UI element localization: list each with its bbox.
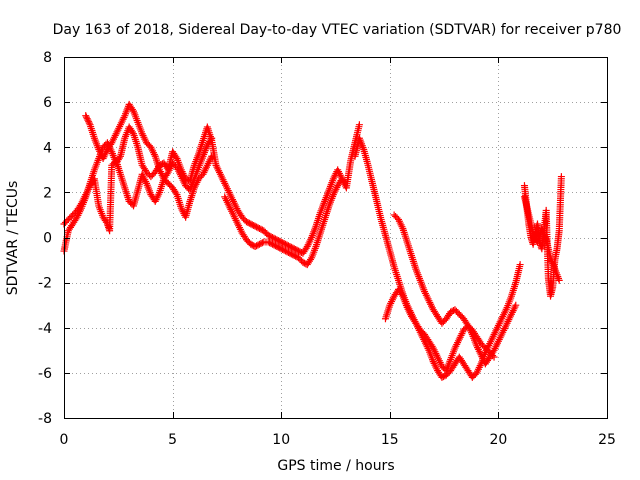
x-tick-label: 5	[168, 432, 177, 448]
y-tick-label: 2	[43, 185, 52, 201]
data-point-fill	[172, 153, 180, 161]
data-point	[82, 112, 90, 120]
data-point-fill	[307, 255, 315, 263]
x-tick-label: 20	[489, 432, 507, 448]
data-point	[555, 276, 563, 284]
x-tick-label: 15	[381, 432, 399, 448]
data-layer	[60, 100, 565, 381]
data-point-fill	[85, 119, 93, 127]
data-point-fill	[128, 105, 136, 113]
y-tick-label: -4	[38, 321, 52, 337]
data-point	[512, 301, 520, 309]
data-point	[490, 353, 498, 361]
x-tick-labels: 0 5 10 15 20 25	[60, 432, 616, 448]
data-point	[557, 173, 565, 181]
data-point-fill	[83, 115, 91, 123]
data-point	[208, 134, 216, 142]
data-point	[355, 121, 363, 129]
y-tick-label: -8	[38, 411, 52, 427]
data-point-fill	[258, 239, 266, 247]
data-point-fill	[172, 189, 180, 197]
y-axis-label: SDTVAR / TECUs	[5, 181, 21, 296]
tick-layer	[64, 57, 608, 419]
data-point-fill	[489, 352, 497, 360]
data-point-fill	[207, 136, 215, 144]
data-point-fill	[128, 128, 136, 136]
data-point-fill	[85, 118, 93, 126]
data-point-fill	[337, 177, 345, 185]
y-tick-label: 0	[43, 231, 52, 247]
x-tick-label: 25	[598, 432, 616, 448]
chart-title: Day 163 of 2018, Sidereal Day-to-day VTE…	[53, 22, 622, 38]
x-tick-label: 10	[272, 432, 290, 448]
data-point	[338, 175, 346, 183]
y-tick-labels: -8 -6 -4 -2 0 2 4 6 8	[38, 50, 52, 427]
y-tick-label: -2	[38, 276, 52, 292]
x-axis-label: GPS time / hours	[277, 458, 394, 474]
y-tick-label: 4	[43, 140, 52, 156]
y-tick-label: 6	[43, 95, 52, 111]
data-point-fill	[398, 290, 406, 298]
data-point	[208, 152, 216, 160]
y-tick-label: 8	[43, 50, 52, 66]
data-point-fill	[82, 113, 90, 121]
data-point	[84, 116, 92, 124]
x-tick-label: 0	[60, 432, 69, 448]
y-tick-label: -6	[38, 366, 52, 382]
data-point	[516, 261, 524, 269]
